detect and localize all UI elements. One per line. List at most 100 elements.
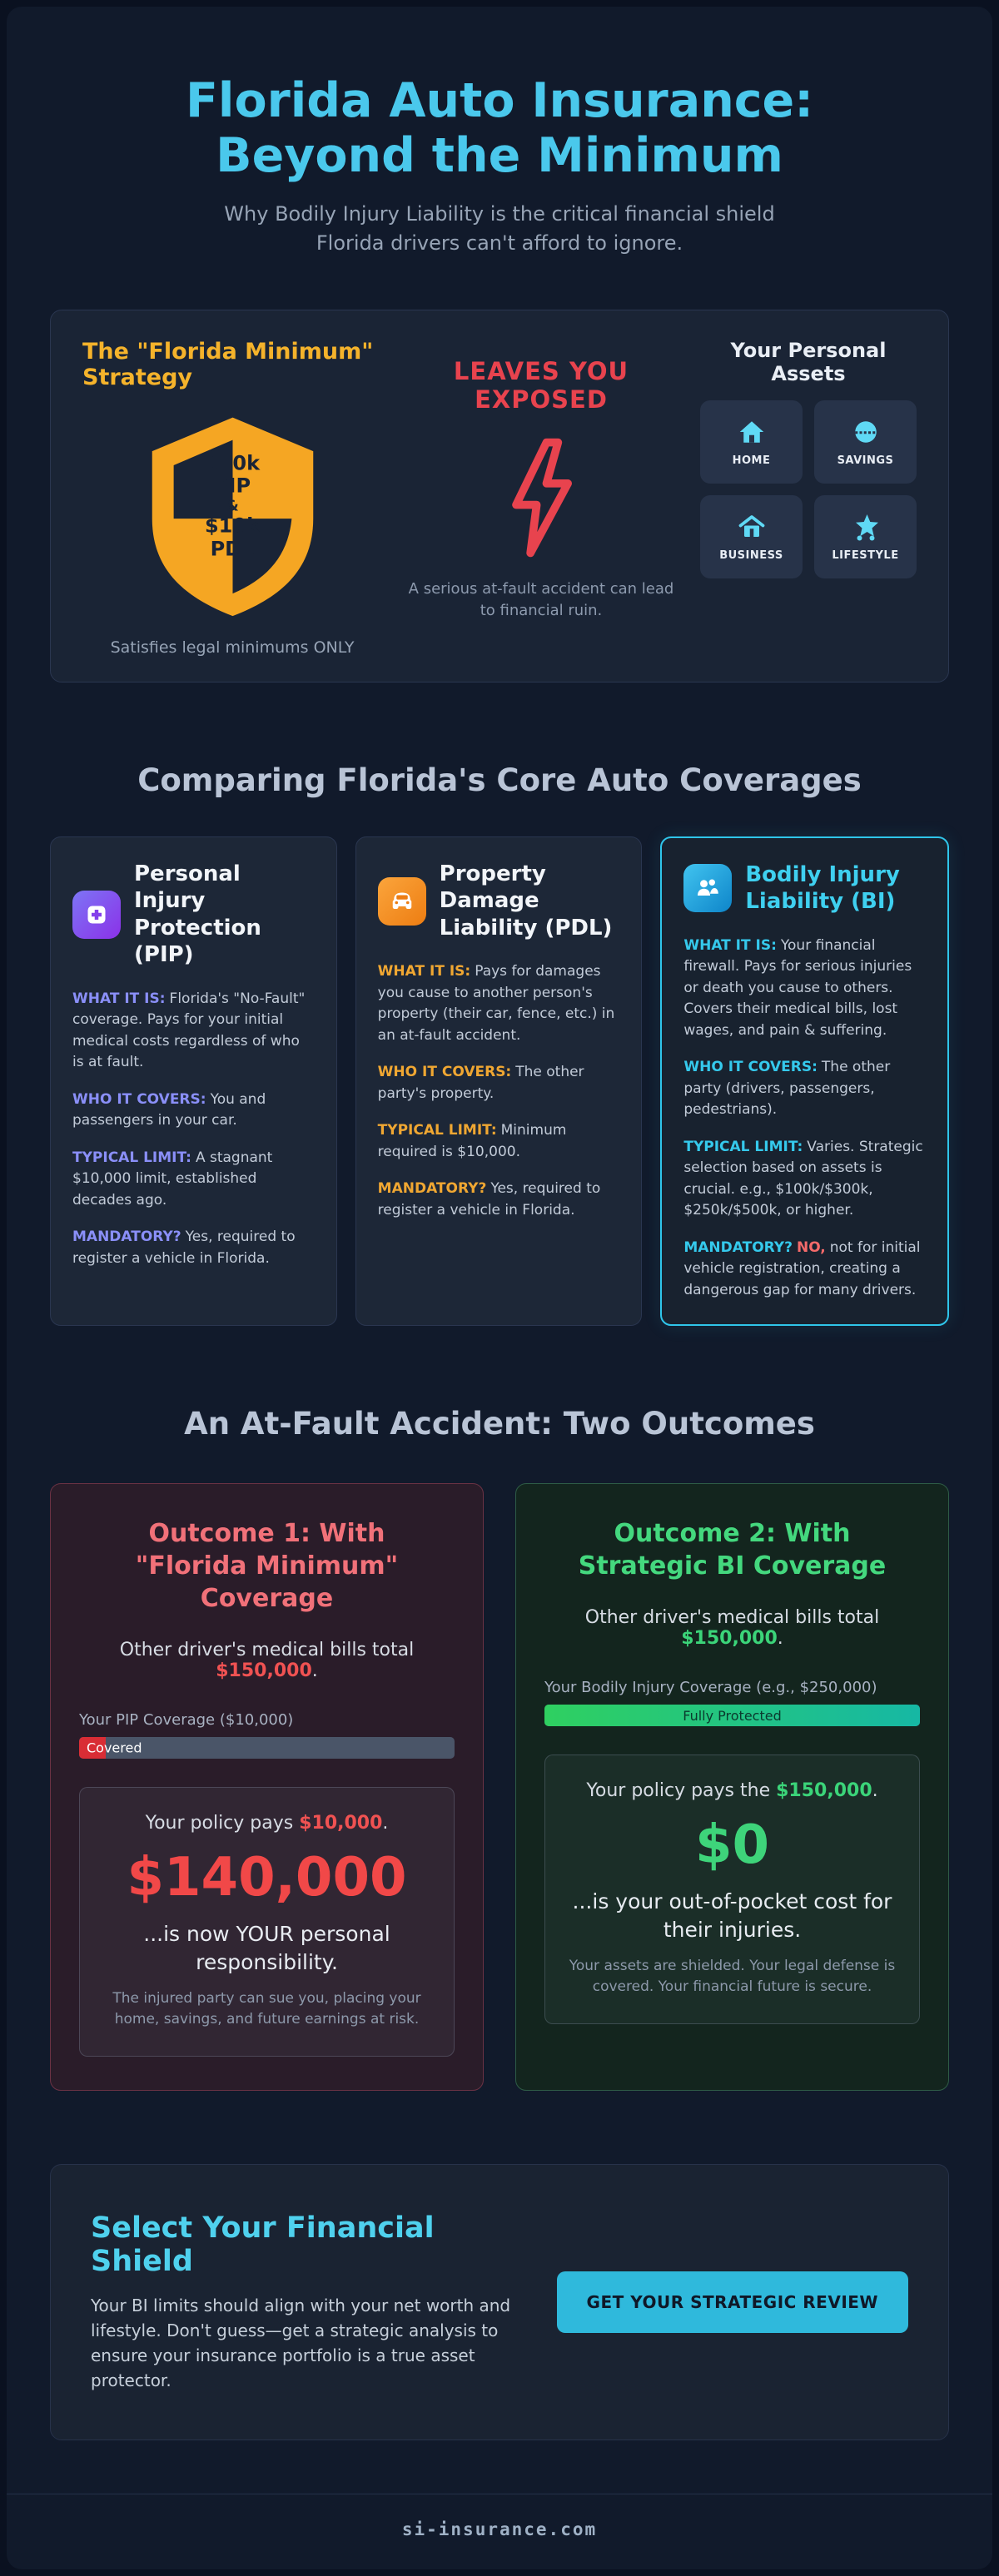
coverages-heading: Comparing Florida's Core Auto Coverages [137, 762, 862, 798]
get-strategic-review-button[interactable]: GET YOUR STRATEGIC REVIEW [556, 2271, 908, 2333]
pays-suffix: . [382, 1813, 389, 1834]
coverage-title: Personal Injury Protection (PIP) [134, 861, 261, 968]
page-title: Florida Auto Insurance: Beyond the Minim… [50, 73, 949, 183]
coverage-cards-row: Personal Injury Protection (PIP) WHAT IT… [50, 836, 950, 1327]
medical-cross-icon [72, 890, 121, 939]
bills-amount: $150,000 [216, 1660, 312, 1682]
field-text: Yes, required to register a vehicle in F… [72, 1228, 296, 1267]
field-text: The other party (drivers, passengers, pe… [683, 1059, 891, 1119]
coverage-card-bi: Bodily Injury Liability (BI) WHAT IT IS:… [660, 836, 950, 1327]
exposed-column: LEAVES YOU EXPOSED A serious at-fault ac… [407, 339, 675, 657]
field-label: WHO IT COVERS: [377, 1064, 512, 1081]
assets-grid: HOME SAVINGS BUSINESS LIFESTYLE [700, 400, 917, 578]
outcome-result-box: Your policy pays $10,000. $140,000 ...is… [79, 1787, 455, 2057]
asset-tile-savings: SAVINGS [814, 400, 917, 484]
personal-responsibility-amount: $140,000 [127, 1847, 407, 1909]
coverage-bar-fill [79, 1737, 106, 1760]
field-label: MANDATORY? [72, 1228, 181, 1246]
coverage-field: MANDATORY? Yes, required to register a ve… [378, 1179, 620, 1221]
field-label: WHAT IT IS: [683, 936, 777, 954]
storefront-icon [738, 514, 764, 537]
pays-prefix: Your policy pays the [586, 1780, 777, 1802]
coverage-field: WHO IT COVERS: The other party (drivers, … [683, 1057, 926, 1121]
coverage-bar-label: Your Bodily Injury Coverage (e.g., $250,… [544, 1679, 877, 1697]
footer-site-link[interactable]: si-insurance.com [401, 2519, 598, 2539]
field-text: Pays for damages you cause to another pe… [377, 963, 615, 1044]
car-icon [377, 876, 426, 926]
result-note: The injured party can sue you, placing y… [112, 1989, 421, 2028]
field-text: Minimum required is $10,000. [377, 1122, 567, 1160]
bills-amount: $150,000 [681, 1628, 778, 1650]
field-text: You and passengers in your car. [72, 1090, 266, 1129]
pays-prefix: Your policy pays [145, 1813, 300, 1834]
outcome-result-box: Your policy pays the $150,000. $0 ...is … [544, 1755, 920, 2024]
field-label: WHAT IT IS: [72, 990, 166, 1007]
shield-caption: Satisfies legal minimums ONLY [110, 638, 355, 657]
minimum-shield-graphic: $10k PIP & $10k PDL [139, 414, 326, 625]
bills-prefix: Other driver's medical bills total [119, 1640, 415, 1661]
field-text: A stagnant $10,000 limit, established de… [72, 1149, 273, 1209]
personal-assets-title: Your Personal Assets [730, 338, 887, 385]
coverage-field: WHO IT COVERS: The other party's property… [378, 1062, 620, 1104]
coverage-card-pdl: Property Damage Liability (PDL) WHAT IT … [355, 836, 643, 1327]
coverage-field: TYPICAL LIMIT: Varies. Strategic selectio… [683, 1137, 926, 1222]
star-icon [855, 514, 878, 541]
coverage-bar-label: Your PIP Coverage ($10,000) [79, 1711, 294, 1730]
shield-line-pdl: $10k PDL [204, 514, 261, 561]
medical-bills-line: Other driver's medical bills total $150,… [544, 1607, 920, 1649]
coverage-field: MANDATORY? NO, not for initial vehicle reg… [683, 1238, 926, 1302]
coverage-field: WHAT IT IS: Your financial firewall. Pays… [683, 936, 926, 1042]
page-subtitle: Why Bodily Injury Liability is the criti… [224, 202, 775, 256]
pays-amount: $10,000 [299, 1813, 383, 1834]
field-label: WHO IT COVERS: [683, 1059, 818, 1076]
shield-line-amp: & [226, 497, 239, 515]
medical-bills-line: Other driver's medical bills total $150,… [79, 1640, 455, 1681]
result-line: ...is your out-of-pocket cost for their … [572, 1889, 892, 1943]
cta-card: Select Your Financial Shield Your BI lim… [50, 2163, 949, 2440]
coverage-field: WHAT IT IS: Pays for damages you cause to… [378, 961, 620, 1046]
coverage-card-pip: Personal Injury Protection (PIP) WHAT IT… [50, 836, 337, 1327]
lightning-bolt-icon [512, 438, 572, 558]
mandatory-no-highlight: NO, [796, 1238, 826, 1256]
coverage-field: WHO IT COVERS: You and passengers in your… [72, 1089, 315, 1132]
pays-amount: $150,000 [776, 1780, 872, 1802]
outcome-card-minimum: Outcome 1: With "Florida Minimum" Covera… [50, 1483, 484, 2091]
bi-coverage-bar: Fully Protected [544, 1705, 920, 1727]
outcome-title: Outcome 2: With Strategic BI Coverage [578, 1519, 887, 1581]
outcome-card-strategic: Outcome 2: With Strategic BI Coverage Ot… [515, 1483, 949, 2091]
coverage-field: TYPICAL LIMIT: A stagnant $10,000 limit, … [72, 1148, 315, 1212]
field-label: MANDATORY? [683, 1238, 793, 1256]
asset-tile-lifestyle: LIFESTYLE [814, 494, 917, 578]
coverage-title: Bodily Injury Liability (BI) [745, 861, 900, 915]
asset-tile-business: BUSINESS [700, 494, 803, 578]
coverage-title: Property Damage Liability (PDL) [439, 861, 613, 941]
shield-icon [152, 417, 313, 616]
field-label: TYPICAL LIMIT: [72, 1149, 191, 1166]
coverage-field: MANDATORY? Yes, required to register a ve… [72, 1227, 315, 1269]
minimum-strategy-title: The "Florida Minimum" Strategy [82, 338, 374, 390]
footer: si-insurance.com [7, 2493, 992, 2569]
outcome-title: Outcome 1: With "Florida Minimum" Covera… [135, 1519, 399, 1614]
exposed-note: A serious at-fault accident can lead to … [408, 579, 674, 619]
asset-label: HOME [732, 454, 771, 467]
field-text: Your financial firewall. Pays for seriou… [683, 936, 912, 1039]
bills-suffix: . [777, 1628, 783, 1650]
page-container: Florida Auto Insurance: Beyond the Minim… [7, 7, 992, 2569]
outcomes-heading: An At-Fault Accident: Two Outcomes [184, 1406, 815, 1442]
coverage-field: TYPICAL LIMIT: Minimum required is $10,00… [378, 1120, 620, 1163]
outcome-cards-row: Outcome 1: With "Florida Minimum" Covera… [50, 1483, 949, 2091]
exposed-title: LEAVES YOU EXPOSED [453, 356, 629, 414]
bills-prefix: Other driver's medical bills total [584, 1607, 880, 1629]
personal-assets-column: Your Personal Assets HOME SAVINGS BUSINE… [700, 339, 917, 657]
result-line: ...is now YOUR personal responsibility. [143, 1922, 390, 1975]
field-text: Yes, required to register a vehicle in F… [377, 1180, 601, 1219]
result-note: Your assets are shielded. Your legal def… [569, 1957, 896, 1996]
field-label: WHO IT COVERS: [72, 1090, 206, 1108]
field-label: WHAT IT IS: [377, 963, 471, 980]
policy-pays-line: Your policy pays $10,000. [102, 1813, 432, 1834]
page-title-line2: Beyond the Minimum [216, 128, 783, 184]
field-text: The other party's property. [377, 1064, 584, 1102]
field-text: Florida's "No-Fault" coverage. Pays for … [72, 990, 306, 1071]
asset-label: SAVINGS [837, 454, 894, 467]
piggy-bank-icon [854, 421, 877, 443]
